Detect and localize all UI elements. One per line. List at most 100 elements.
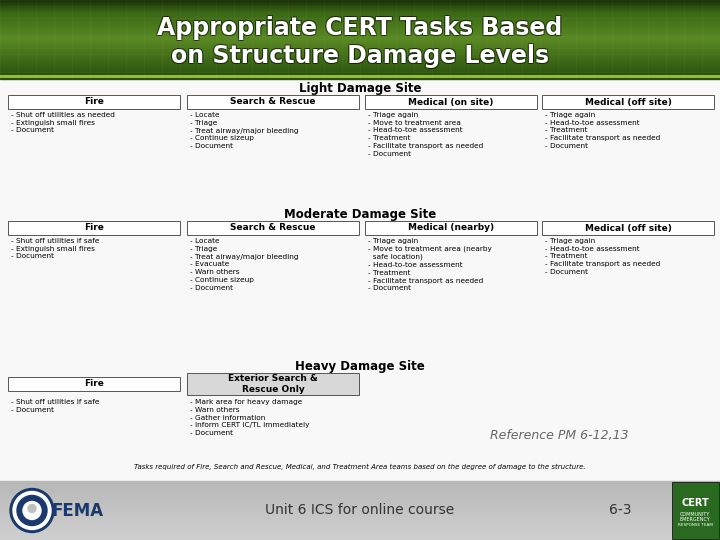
Bar: [0, 501, 720, 502]
Bar: [0, 500, 720, 501]
Text: Appropriate CERT Tasks Based: Appropriate CERT Tasks Based: [156, 17, 562, 41]
Text: - Triage again
- Move to treatment area
- Head-to-toe assessment
- Treatment
- F: - Triage again - Move to treatment area …: [368, 112, 483, 157]
Bar: [0, 528, 720, 529]
Bar: [0, 515, 720, 516]
Bar: [0, 498, 720, 499]
Text: Medical (off site): Medical (off site): [585, 98, 672, 106]
Bar: [0, 481, 720, 482]
Text: - Locate
- Triage
- Treat airway/major bleeding
- Continue sizeup
- Document: - Locate - Triage - Treat airway/major b…: [190, 112, 299, 149]
Bar: [0, 45, 720, 46]
Bar: [0, 40, 720, 41]
Bar: [0, 52, 720, 53]
Bar: [0, 25, 720, 26]
FancyBboxPatch shape: [0, 75, 720, 78]
Text: Search & Rescue: Search & Rescue: [230, 98, 316, 106]
Bar: [0, 22, 720, 23]
FancyBboxPatch shape: [187, 95, 359, 109]
Bar: [0, 40, 720, 42]
Bar: [0, 535, 720, 536]
Bar: [0, 15, 720, 16]
Bar: [0, 70, 720, 71]
Bar: [0, 32, 720, 33]
Bar: [0, 30, 720, 31]
Bar: [0, 61, 720, 62]
Bar: [0, 512, 720, 513]
Bar: [0, 507, 720, 508]
Bar: [0, 496, 720, 497]
Bar: [0, 60, 720, 62]
Bar: [0, 43, 720, 44]
Text: - Locate
- Triage
- Treat airway/major bleeding
- Evacuate
- Warn others
- Conti: - Locate - Triage - Treat airway/major b…: [190, 238, 299, 291]
Bar: [0, 35, 720, 36]
Bar: [0, 67, 720, 69]
Bar: [0, 493, 720, 494]
Bar: [0, 44, 720, 46]
Bar: [0, 3, 720, 4]
Bar: [0, 70, 720, 71]
Bar: [0, 495, 720, 496]
Bar: [0, 37, 720, 38]
Bar: [0, 8, 720, 9]
Bar: [0, 526, 720, 527]
Bar: [0, 486, 720, 487]
Bar: [0, 59, 720, 60]
Bar: [0, 483, 720, 484]
Bar: [0, 488, 720, 489]
Text: - Mark area for heavy damage
- Warn others
- Gather information
- Inform CERT IC: - Mark area for heavy damage - Warn othe…: [190, 399, 310, 436]
Bar: [0, 482, 720, 483]
Bar: [0, 536, 720, 537]
Text: - Triage again
- Head-to-toe assessment
- Treatment
- Facilitate transport as ne: - Triage again - Head-to-toe assessment …: [545, 238, 660, 275]
Bar: [0, 33, 720, 35]
Bar: [0, 516, 720, 517]
Bar: [0, 24, 720, 25]
FancyBboxPatch shape: [672, 482, 719, 539]
Bar: [0, 1, 720, 2]
Bar: [0, 11, 720, 12]
Bar: [0, 14, 720, 15]
Bar: [0, 2, 720, 3]
Bar: [0, 513, 720, 514]
Bar: [0, 77, 720, 78]
Bar: [0, 44, 720, 45]
Bar: [0, 517, 720, 518]
Bar: [0, 533, 720, 534]
Text: Search & Rescue: Search & Rescue: [230, 224, 316, 233]
Bar: [0, 49, 720, 50]
Bar: [0, 51, 720, 52]
Bar: [0, 5, 720, 6]
Bar: [0, 38, 720, 39]
Bar: [0, 2, 720, 4]
Text: on Structure Damage Levels: on Structure Damage Levels: [171, 44, 549, 68]
Bar: [0, 53, 720, 55]
Text: Light Damage Site: Light Damage Site: [299, 82, 421, 95]
FancyBboxPatch shape: [542, 95, 714, 109]
Bar: [0, 30, 720, 32]
Bar: [0, 42, 720, 43]
FancyBboxPatch shape: [542, 221, 714, 235]
Bar: [0, 503, 720, 504]
Bar: [0, 56, 720, 57]
Circle shape: [28, 504, 36, 512]
Text: Moderate Damage Site: Moderate Damage Site: [284, 208, 436, 221]
Bar: [0, 19, 720, 20]
Bar: [0, 538, 720, 539]
Bar: [0, 21, 720, 22]
Bar: [0, 14, 720, 15]
Bar: [0, 523, 720, 524]
Bar: [0, 518, 720, 519]
Bar: [0, 65, 720, 66]
Text: EMERGENCY: EMERGENCY: [680, 517, 711, 522]
Bar: [0, 65, 720, 67]
Bar: [0, 28, 720, 29]
Bar: [0, 537, 720, 538]
Bar: [0, 0, 720, 1]
Text: on Structure Damage Levels: on Structure Damage Levels: [172, 45, 550, 69]
Bar: [0, 56, 720, 57]
Bar: [0, 37, 720, 39]
Bar: [0, 76, 720, 77]
Bar: [0, 33, 720, 34]
Bar: [0, 39, 720, 40]
Bar: [0, 511, 720, 512]
Bar: [0, 74, 720, 76]
Text: - Triage again
- Move to treatment area (nearby
  safe location)
- Head-to-toe a: - Triage again - Move to treatment area …: [368, 238, 492, 292]
